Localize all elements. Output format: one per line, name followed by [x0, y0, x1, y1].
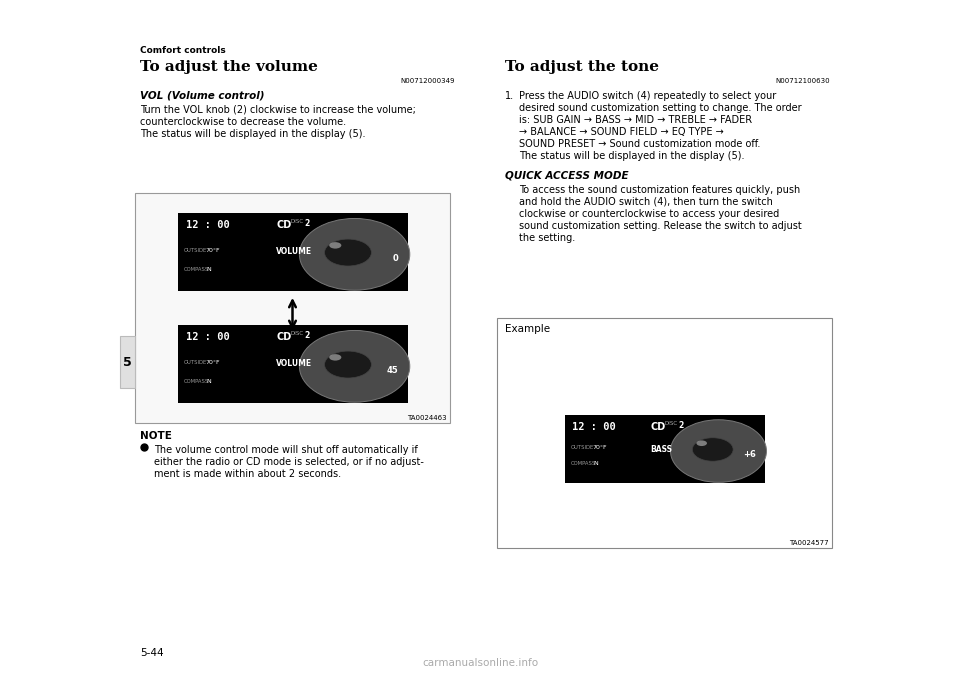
Text: To access the sound customization features quickly, push: To access the sound customization featur…	[519, 185, 801, 195]
Text: 12 : 00: 12 : 00	[185, 332, 229, 342]
Text: and hold the AUDIO switch (4), then turn the switch: and hold the AUDIO switch (4), then turn…	[519, 197, 773, 207]
Text: SOUND PRESET → Sound customization mode off.: SOUND PRESET → Sound customization mode …	[519, 139, 760, 149]
Text: desired sound customization setting to change. The order: desired sound customization setting to c…	[519, 103, 802, 113]
Text: N: N	[593, 462, 598, 466]
Text: VOLUME: VOLUME	[276, 247, 313, 256]
Text: DISC: DISC	[664, 421, 678, 426]
Text: → BALANCE → SOUND FIELD → EQ TYPE →: → BALANCE → SOUND FIELD → EQ TYPE →	[519, 127, 724, 137]
Text: 0: 0	[393, 254, 398, 263]
Text: VOLUME: VOLUME	[276, 359, 313, 369]
Text: NOTE: NOTE	[140, 431, 172, 441]
Text: OUTSIDE: OUTSIDE	[183, 360, 206, 365]
Text: 2: 2	[304, 331, 310, 340]
Text: COMPASS: COMPASS	[570, 462, 596, 466]
Text: ment is made within about 2 seconds.: ment is made within about 2 seconds.	[154, 469, 341, 479]
Text: 12 : 00: 12 : 00	[185, 220, 229, 230]
Text: TA0024577: TA0024577	[789, 540, 829, 546]
Text: 5: 5	[123, 355, 132, 369]
Text: The volume control mode will shut off automatically if: The volume control mode will shut off au…	[154, 445, 418, 455]
Bar	[120, 336, 135, 388]
Text: VOL (Volume control): VOL (Volume control)	[140, 90, 265, 100]
Bar	[564, 415, 764, 483]
Ellipse shape	[300, 330, 410, 402]
Text: OUTSIDE: OUTSIDE	[570, 445, 593, 450]
Ellipse shape	[696, 441, 707, 446]
Text: 70°F: 70°F	[593, 445, 608, 450]
Text: sound customization setting. Release the switch to adjust: sound customization setting. Release the…	[519, 221, 802, 231]
Text: DISC: DISC	[290, 331, 303, 336]
Text: 70°F: 70°F	[205, 248, 221, 253]
Bar	[178, 213, 407, 291]
Text: Comfort controls: Comfort controls	[140, 46, 226, 55]
Text: OUTSIDE: OUTSIDE	[183, 248, 206, 253]
Text: Press the AUDIO switch (4) repeatedly to select your: Press the AUDIO switch (4) repeatedly to…	[519, 91, 777, 101]
Text: COMPASS: COMPASS	[183, 378, 208, 384]
Text: QUICK ACCESS MODE: QUICK ACCESS MODE	[505, 171, 629, 181]
Text: is: SUB GAIN → BASS → MID → TREBLE → FADER: is: SUB GAIN → BASS → MID → TREBLE → FAD…	[519, 115, 752, 125]
Bar	[497, 318, 832, 548]
Ellipse shape	[300, 218, 410, 290]
Text: N: N	[205, 378, 210, 384]
Text: counterclockwise to decrease the volume.: counterclockwise to decrease the volume.	[140, 117, 347, 127]
Text: clockwise or counterclockwise to access your desired: clockwise or counterclockwise to access …	[519, 209, 780, 219]
Text: N00712000349: N00712000349	[400, 78, 455, 84]
Ellipse shape	[329, 354, 342, 361]
Ellipse shape	[670, 420, 766, 482]
Text: TA0024463: TA0024463	[407, 415, 447, 421]
Text: 45: 45	[387, 365, 398, 375]
Text: CD: CD	[651, 422, 665, 432]
Bar	[135, 193, 450, 423]
Text: CD: CD	[276, 220, 292, 230]
Text: Turn the VOL knob (2) clockwise to increase the volume;: Turn the VOL knob (2) clockwise to incre…	[140, 105, 416, 115]
Text: N: N	[205, 266, 210, 272]
Text: To adjust the tone: To adjust the tone	[505, 60, 659, 74]
Text: 5-44: 5-44	[140, 648, 163, 658]
Text: either the radio or CD mode is selected, or if no adjust-: either the radio or CD mode is selected,…	[154, 457, 424, 467]
Text: 1.: 1.	[505, 91, 515, 101]
Text: the setting.: the setting.	[519, 233, 575, 243]
Ellipse shape	[324, 239, 372, 266]
Text: BASS: BASS	[651, 445, 673, 454]
Ellipse shape	[324, 351, 372, 378]
Text: The status will be displayed in the display (5).: The status will be displayed in the disp…	[140, 129, 366, 139]
Text: 2: 2	[304, 219, 310, 228]
Text: N00712100630: N00712100630	[776, 78, 830, 84]
Bar	[178, 325, 407, 403]
Text: carmanualsonline.info: carmanualsonline.info	[422, 658, 538, 668]
Ellipse shape	[329, 242, 342, 249]
Text: DISC: DISC	[290, 219, 303, 224]
Text: 70°F: 70°F	[205, 360, 221, 365]
Text: Example: Example	[505, 324, 550, 334]
Text: CD: CD	[276, 332, 292, 342]
Text: +6: +6	[744, 450, 756, 459]
Text: 2: 2	[679, 421, 684, 430]
Text: To adjust the volume: To adjust the volume	[140, 60, 318, 74]
Text: The status will be displayed in the display (5).: The status will be displayed in the disp…	[519, 151, 745, 161]
Text: COMPASS: COMPASS	[183, 266, 208, 272]
Ellipse shape	[692, 438, 733, 461]
Text: 12 : 00: 12 : 00	[572, 422, 616, 432]
